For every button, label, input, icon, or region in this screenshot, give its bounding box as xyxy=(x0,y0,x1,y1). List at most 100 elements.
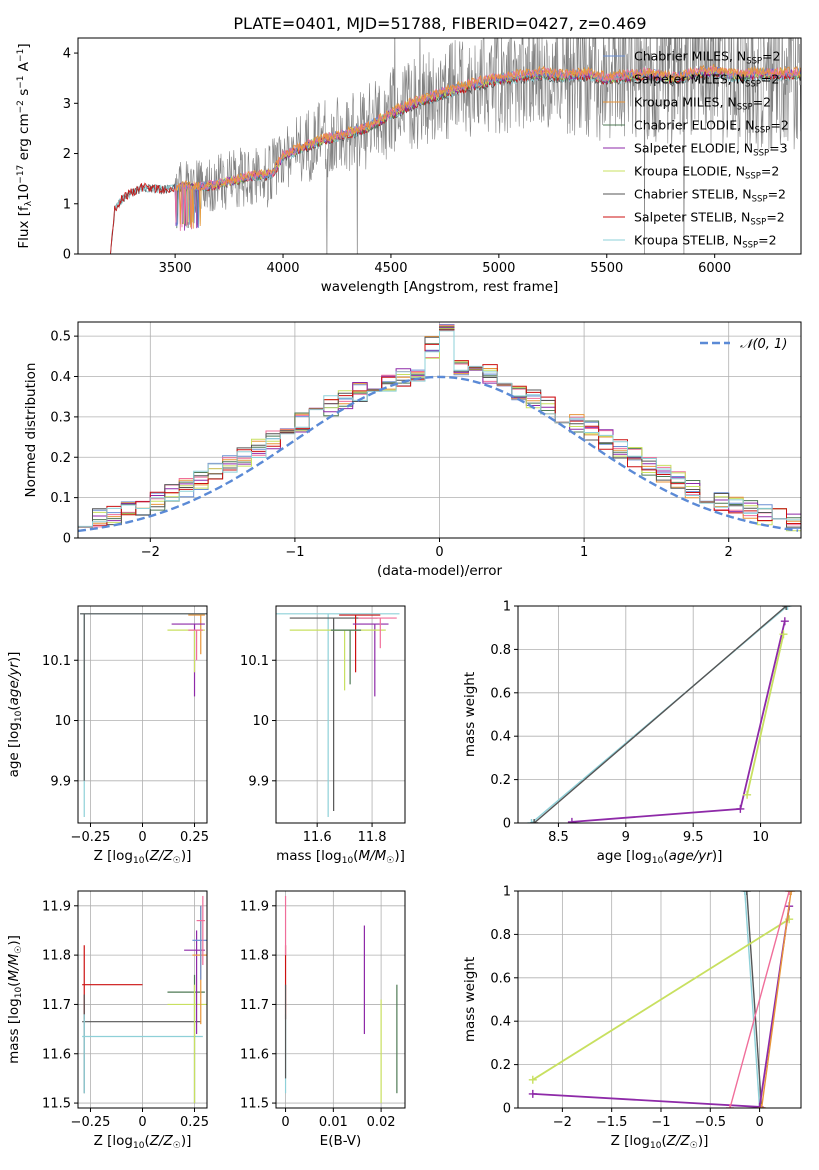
error-bar xyxy=(184,930,205,1035)
x-axis-label: Z [log10(Z/Z☉)] xyxy=(94,848,192,866)
error-bar xyxy=(188,614,205,655)
weight-line-salpeter_miles xyxy=(729,891,790,1108)
plot-area xyxy=(80,613,207,817)
y-axis-label: Flux [fλ10−17 erg cm−2 s−1 A−1] xyxy=(16,43,34,248)
error-bar xyxy=(167,974,205,1104)
x-tick-label: 2 xyxy=(725,545,733,560)
y-tick-label: 11.9 xyxy=(240,899,269,914)
plot-area xyxy=(82,895,207,1104)
x-axis-label: wavelength [Angstrom, rest frame] xyxy=(321,279,559,295)
legend-entry: Kroupa ELODIE, NSSP=2 xyxy=(634,164,779,182)
x-axis-label: mass [log10(M/M☉)] xyxy=(276,848,405,866)
weight-line-kroupa_stelib xyxy=(744,891,761,1108)
y-tick-label: 0 xyxy=(503,817,511,832)
normal-curve xyxy=(78,375,799,533)
axes-frame: 0 0.01 0.02 11.5 11.6 11.7 11.8 11.9 E(B-V) xyxy=(240,890,406,1149)
histogram-salpeter_miles xyxy=(78,324,801,528)
y-tick-label: 0.8 xyxy=(490,928,511,943)
y-tick-label: 0.4 xyxy=(490,1015,511,1030)
error-bar xyxy=(276,613,400,817)
x-tick-label: 0 xyxy=(138,1115,146,1130)
y-tick-label: 0.2 xyxy=(490,1058,511,1073)
plot-area xyxy=(284,895,398,1104)
error-bar xyxy=(188,629,203,661)
x-tick-label: 0 xyxy=(755,1115,763,1130)
grid xyxy=(276,891,405,1108)
x-axis-label: E(B-V) xyxy=(320,1133,362,1149)
axes-frame: −2 −1.5 −1 −0.5 0 0 0.2 0.4 0.6 0.8 1 Z [log10(Z/Z☉… xyxy=(462,885,802,1151)
y-tick-label: 10 xyxy=(54,714,71,729)
axes-border xyxy=(275,605,406,824)
weight-point xyxy=(528,1075,537,1084)
axes-border xyxy=(77,37,802,255)
x-tick-label: 0 xyxy=(435,545,443,560)
weight-point xyxy=(740,891,749,895)
panel-age-vs-mass: 11.6 11.8 9.9 10 10.1 mass [log10(M/M☉)] xyxy=(240,605,406,866)
axes-frame: −0.25 0 0.25 9.9 10 10.1 Z [log10(Z/Z☉)] age [l… xyxy=(6,605,209,866)
error-bar xyxy=(330,629,362,685)
y-axis-label: mass weight xyxy=(462,957,478,1042)
y-tick-label: 0.5 xyxy=(50,330,71,345)
legend-entry: Kroupa MILES, NSSP=2 xyxy=(634,95,771,113)
plot-area xyxy=(110,38,801,254)
axes-border xyxy=(517,605,802,824)
legend-entry: Chabrier MILES, NSSP=2 xyxy=(634,49,781,67)
y-tick-label: 11.7 xyxy=(42,998,71,1013)
weight-point xyxy=(780,617,789,626)
axes-frame: 8.5 9 9.5 10 0 0.2 0.4 0.6 0.8 1 age [log10(age/yr… xyxy=(462,600,802,866)
y-tick-label: 9.9 xyxy=(50,774,71,789)
y-tick-label: 0 xyxy=(63,248,71,263)
y-tick-label: 11.5 xyxy=(240,1097,269,1112)
y-tick-label: 0 xyxy=(63,532,71,547)
y-tick-label: 0.4 xyxy=(490,730,511,745)
y-tick-label: 11.6 xyxy=(240,1047,269,1062)
y-tick-label: 3 xyxy=(63,97,71,112)
x-axis-label: age [log10(age/yr)] xyxy=(597,848,723,866)
model-spectrum-kroupa_miles xyxy=(174,63,801,229)
legend-entry: Salpeter ELODIE, NSSP=3 xyxy=(634,141,788,159)
x-tick-label: 0.25 xyxy=(180,1115,209,1130)
x-tick-label: −2 xyxy=(141,545,160,560)
error-bar xyxy=(289,617,378,811)
plot-area xyxy=(78,324,801,533)
x-tick-label: 0.25 xyxy=(180,830,209,845)
axes-border xyxy=(517,890,802,1109)
y-tick-label: 1 xyxy=(503,600,511,615)
error-bar xyxy=(82,945,143,1020)
y-tick-label: 9.9 xyxy=(248,774,269,789)
panel-weight-vs-Z: −2 −1.5 −1 −0.5 0 0 0.2 0.4 0.6 0.8 1 Z [log10(Z/Z☉… xyxy=(462,885,802,1151)
x-axis-label: (data-model)/error xyxy=(377,563,503,579)
x-tick-label: −1 xyxy=(651,1115,670,1130)
weight-line-kroupa_elodie xyxy=(532,918,790,1081)
y-tick-label: 1 xyxy=(503,885,511,900)
weight-point xyxy=(785,891,794,895)
weight-point xyxy=(757,1104,766,1108)
legend: 𝒩(0, 1) xyxy=(700,337,787,352)
legend-entry: Salpeter MILES, NSSP=2 xyxy=(634,72,779,90)
x-tick-label: −0.25 xyxy=(71,1115,111,1130)
weight-point xyxy=(779,630,788,639)
legend-entry: Chabrier STELIB, NSSP=2 xyxy=(634,187,786,205)
y-tick-label: 10 xyxy=(252,714,269,729)
x-axis-label: Z [log10(Z/Z☉)] xyxy=(611,1133,709,1151)
x-tick-label: −2 xyxy=(553,1115,572,1130)
error-bar xyxy=(80,613,207,817)
y-axis-label: mass weight xyxy=(462,672,478,757)
x-tick-label: 11.6 xyxy=(303,830,332,845)
legend-entry: 𝒩(0, 1) xyxy=(740,337,787,352)
y-tick-label: 0.8 xyxy=(490,643,511,658)
y-tick-label: 0.1 xyxy=(50,491,71,506)
x-tick-label: 0 xyxy=(281,1115,289,1130)
y-tick-label: 0.2 xyxy=(490,773,511,788)
grid xyxy=(78,606,207,823)
panel-weight-vs-age: 8.5 9 9.5 10 0 0.2 0.4 0.6 0.8 1 age [log10(age/yr… xyxy=(462,600,802,866)
plot-area xyxy=(276,613,400,817)
y-axis-label: mass [log10(M/M☉)] xyxy=(6,935,24,1064)
y-axis-label: age [log10(age/yr)] xyxy=(6,652,24,778)
axes-frame: 3500 4000 4500 5000 5500 6000 0 1 2 3 4 wavelength … xyxy=(16,37,802,295)
axes-frame: −0.25 0 0.25 11.5 11.6 11.7 11.8 11.9 Z [log10(Z… xyxy=(6,890,209,1151)
y-tick-label: 4 xyxy=(63,47,71,62)
grid xyxy=(276,606,405,823)
x-tick-label: 6000 xyxy=(698,261,731,276)
